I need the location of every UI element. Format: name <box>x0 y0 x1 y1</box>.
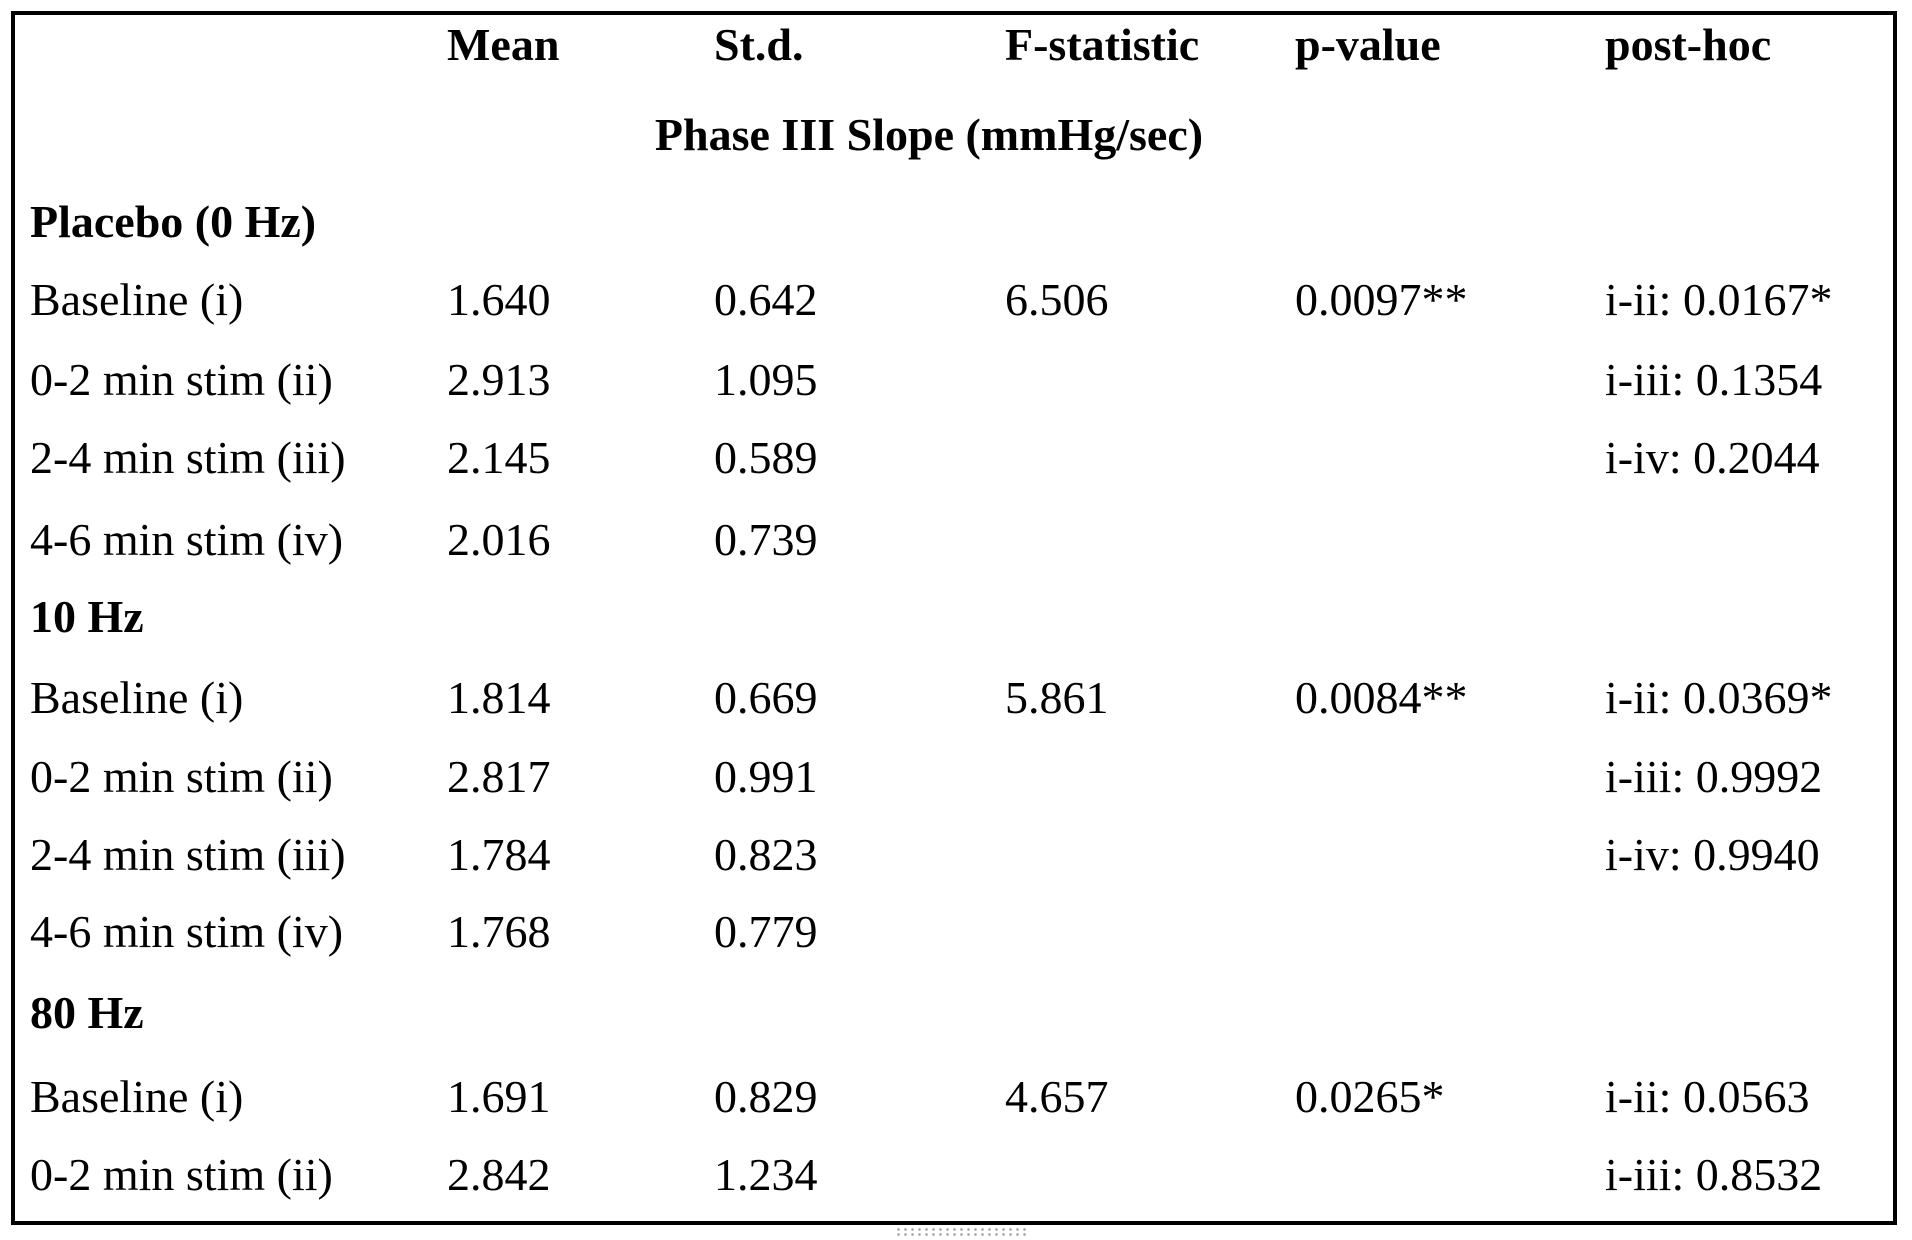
table-row: 2-4 min stim (iii) 1.784 0.823 i-iv: 0.9… <box>30 825 1890 885</box>
section-label: Placebo (0 Hz) <box>30 196 317 247</box>
cell-std: 0.669 <box>714 672 818 723</box>
header-post-hoc: post-hoc <box>1605 19 1772 70</box>
scan-artifact-dots <box>895 1227 1030 1238</box>
table-header-row: Mean St.d. F-statistic p-value post-hoc <box>30 15 1890 75</box>
section-label-row: Placebo (0 Hz) <box>30 192 1890 252</box>
cell-posthoc: i-iii: 0.1354 <box>1605 354 1823 405</box>
cell-std: 0.829 <box>714 1071 818 1122</box>
cell-row-label: 4-6 min stim (iv) <box>30 906 344 957</box>
table-row: 0-2 min stim (ii) 2.842 1.234 i-iii: 0.8… <box>30 1145 1890 1205</box>
cell-p: 0.0084** <box>1295 672 1468 723</box>
table-row: 4-6 min stim (iv) 1.768 0.779 <box>30 902 1890 962</box>
table-title: Phase III Slope (mmHg/sec) <box>654 109 1204 160</box>
table-row: 0-2 min stim (ii) 2.913 1.095 i-iii: 0.1… <box>30 350 1890 410</box>
cell-mean: 1.784 <box>447 829 551 880</box>
cell-std: 0.739 <box>714 514 818 565</box>
cell-std: 0.779 <box>714 906 818 957</box>
header-mean: Mean <box>447 19 560 70</box>
cell-std: 0.823 <box>714 829 818 880</box>
cell-row-label: 2-4 min stim (iii) <box>30 432 346 483</box>
cell-posthoc: i-ii: 0.0563 <box>1605 1071 1810 1122</box>
cell-posthoc: i-iv: 0.9940 <box>1605 829 1820 880</box>
cell-row-label: 0-2 min stim (ii) <box>30 1149 333 1200</box>
cell-row-label: Baseline (i) <box>30 1071 244 1122</box>
cell-row-label: 0-2 min stim (ii) <box>30 354 333 405</box>
cell-row-label: Baseline (i) <box>30 274 244 325</box>
cell-f: 6.506 <box>1005 274 1109 325</box>
table-row: Baseline (i) 1.814 0.669 5.861 0.0084** … <box>30 668 1890 728</box>
cell-mean: 1.640 <box>447 274 551 325</box>
table-row: Baseline (i) 1.640 0.642 6.506 0.0097** … <box>30 270 1890 330</box>
cell-p: 0.0265* <box>1295 1071 1445 1122</box>
cell-f: 4.657 <box>1005 1071 1109 1122</box>
cell-f: 5.861 <box>1005 672 1109 723</box>
cell-std: 0.589 <box>714 432 818 483</box>
cell-posthoc: i-iv: 0.2044 <box>1605 432 1820 483</box>
cell-posthoc: i-ii: 0.0369* <box>1605 672 1833 723</box>
table-border <box>11 11 1897 1225</box>
header-f-statistic: F-statistic <box>1005 19 1200 70</box>
cell-mean: 2.842 <box>447 1149 551 1200</box>
table-row: 0-2 min stim (ii) 2.817 0.991 i-iii: 0.9… <box>30 747 1890 807</box>
cell-std: 0.642 <box>714 274 818 325</box>
section-label: 10 Hz <box>30 591 144 642</box>
cell-row-label: 4-6 min stim (iv) <box>30 514 344 565</box>
cell-mean: 2.817 <box>447 751 551 802</box>
cell-mean: 2.016 <box>447 514 551 565</box>
section-label-row: 10 Hz <box>30 587 1890 647</box>
cell-p: 0.0097** <box>1295 274 1468 325</box>
header-std: St.d. <box>714 19 804 70</box>
cell-row-label: Baseline (i) <box>30 672 244 723</box>
cell-posthoc: i-iii: 0.9992 <box>1605 751 1823 802</box>
cell-row-label: 2-4 min stim (iii) <box>30 829 346 880</box>
cell-mean: 2.145 <box>447 432 551 483</box>
cell-posthoc: i-iii: 0.8532 <box>1605 1149 1823 1200</box>
section-label: 80 Hz <box>30 987 144 1038</box>
cell-mean: 2.913 <box>447 354 551 405</box>
table-row: 2-4 min stim (iii) 2.145 0.589 i-iv: 0.2… <box>30 428 1890 488</box>
cell-std: 0.991 <box>714 751 818 802</box>
table-row: Baseline (i) 1.691 0.829 4.657 0.0265* i… <box>30 1067 1890 1127</box>
cell-mean: 1.768 <box>447 906 551 957</box>
section-label-row: 80 Hz <box>30 983 1890 1043</box>
cell-row-label: 0-2 min stim (ii) <box>30 751 333 802</box>
table-row: 4-6 min stim (iv) 2.016 0.739 <box>30 510 1890 570</box>
header-p-value: p-value <box>1295 19 1441 70</box>
cell-posthoc: i-ii: 0.0167* <box>1605 274 1833 325</box>
cell-std: 1.095 <box>714 354 818 405</box>
cell-mean: 1.691 <box>447 1071 551 1122</box>
cell-std: 1.234 <box>714 1149 818 1200</box>
cell-mean: 1.814 <box>447 672 551 723</box>
